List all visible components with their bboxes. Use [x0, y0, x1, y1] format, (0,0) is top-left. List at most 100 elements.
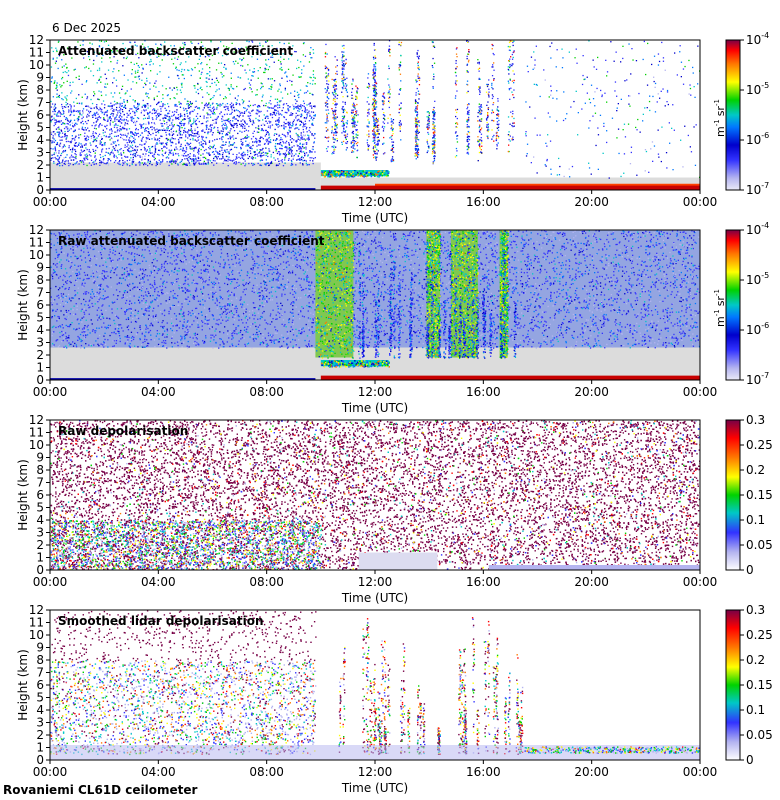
- colorbar-tick-label: 0.1: [746, 513, 765, 527]
- y-tick-label: 6: [36, 488, 44, 502]
- colorbar-tick-label: 0.1: [746, 703, 765, 717]
- colorbar-tick-label: 10-6: [746, 131, 769, 147]
- y-tick-label: 2: [36, 348, 44, 362]
- y-tick-label: 7: [36, 666, 44, 680]
- x-axis-label: Time (UTC): [341, 591, 408, 605]
- heatmap-cells: [50, 610, 700, 760]
- colorbar-tick-label: 10-4: [746, 221, 769, 237]
- x-axis-label: Time (UTC): [341, 401, 408, 415]
- colorbar: 10-4 10-5 10-6 10-7 m-1sr-1: [713, 31, 769, 197]
- x-tick-label: 16:00: [466, 195, 501, 209]
- x-tick-label: 12:00: [358, 385, 393, 399]
- x-tick-label: 00:00: [33, 385, 68, 399]
- y-tick-label: 12: [29, 33, 44, 47]
- panel-title: Raw depolarisation: [58, 424, 188, 438]
- surface-line: [50, 378, 316, 380]
- colorbar-tick-label: 0.25: [746, 438, 773, 452]
- y-tick-label: 0: [36, 563, 44, 577]
- x-tick-label: 00:00: [683, 385, 718, 399]
- y-axis-label: Height (km): [16, 459, 30, 530]
- colorbar-gradient: [725, 229, 741, 381]
- colorbar-unit: m-1sr-1: [713, 99, 727, 137]
- y-tick-label: 8: [36, 463, 44, 477]
- y-tick-label: 7: [36, 286, 44, 300]
- y-tick-label: 9: [36, 451, 44, 465]
- y-tick-label: 5: [36, 501, 44, 515]
- y-tick-label: 11: [29, 426, 44, 440]
- colorbar-gradient: [725, 39, 741, 191]
- y-tick-label: 12: [29, 223, 44, 237]
- y-tick-label: 4: [36, 513, 44, 527]
- boundary-layer: [50, 745, 700, 760]
- colorbar-gradient: [725, 609, 741, 761]
- y-tick-label: 5: [36, 311, 44, 325]
- noise-field: [50, 230, 700, 348]
- y-tick-label: 6: [36, 678, 44, 692]
- colorbar-tick-label: 0: [746, 753, 754, 767]
- x-tick-label: 08:00: [249, 195, 284, 209]
- x-tick-label: 00:00: [33, 575, 68, 589]
- y-tick-label: 6: [36, 298, 44, 312]
- colorbar-tick-label: 0.2: [746, 653, 765, 667]
- surface-line: [320, 185, 700, 190]
- colorbar-tick-label: 10-7: [746, 181, 769, 197]
- y-tick-label: 0: [36, 373, 44, 387]
- y-tick-label: 8: [36, 83, 44, 97]
- y-tick-label: 1: [36, 551, 44, 565]
- x-tick-label: 12:00: [358, 575, 393, 589]
- y-tick-label: 9: [36, 261, 44, 275]
- y-tick-label: 10: [29, 248, 44, 262]
- y-tick-label: 9: [36, 71, 44, 85]
- y-tick-label: 2: [36, 728, 44, 742]
- heatmap-cells: [50, 230, 700, 380]
- chart-panel-1: Attenuated backscatter coefficient012345…: [16, 31, 769, 225]
- x-tick-label: 04:00: [141, 575, 176, 589]
- y-tick-label: 12: [29, 603, 44, 617]
- cloud-region: [358, 552, 438, 570]
- y-tick-label: 4: [36, 133, 44, 147]
- y-tick-label: 4: [36, 323, 44, 337]
- x-tick-label: 16:00: [466, 385, 501, 399]
- colorbar-unit: m-1sr-1: [713, 289, 727, 327]
- colorbar-tick-label: 0.25: [746, 628, 773, 642]
- heatmap-cells: [50, 40, 700, 190]
- y-tick-label: 10: [29, 628, 44, 642]
- y-tick-label: 9: [36, 641, 44, 655]
- low-signal-region: [50, 162, 321, 190]
- x-tick-label: 20:00: [574, 385, 609, 399]
- panel-title: Attenuated backscatter coefficient: [58, 44, 293, 58]
- chart-panel-4: Smoothed lidar depolarisation01234567891…: [16, 603, 773, 795]
- x-tick-label: 08:00: [249, 765, 284, 779]
- y-tick-label: 10: [29, 438, 44, 452]
- y-tick-label: 2: [36, 538, 44, 552]
- colorbar: 0.3 0.25 0.2 0.15 0.1 0.05 0: [725, 603, 773, 767]
- colorbar-tick-label: 0.05: [746, 538, 773, 552]
- x-axis-label: Time (UTC): [341, 211, 408, 225]
- surface-layer: [488, 565, 700, 570]
- x-tick-label: 20:00: [574, 575, 609, 589]
- y-tick-label: 3: [36, 146, 44, 160]
- chart-panel-2: Raw attenuated backscatter coefficient 0 1…: [16, 221, 769, 415]
- y-axis-label: Height (km): [16, 649, 30, 720]
- y-tick-label: 3: [36, 526, 44, 540]
- colorbar-tick-label: 0.05: [746, 728, 773, 742]
- colorbar-tick-label: 0.15: [746, 488, 773, 502]
- surface-line: [50, 188, 316, 190]
- y-tick-label: 6: [36, 108, 44, 122]
- x-tick-label: 04:00: [141, 385, 176, 399]
- y-tick-label: 11: [29, 46, 44, 60]
- x-tick-label: 00:00: [683, 195, 718, 209]
- surface-line: [320, 375, 700, 380]
- y-tick-label: 11: [29, 616, 44, 630]
- x-tick-label: 12:00: [358, 765, 393, 779]
- y-tick-label: 8: [36, 273, 44, 287]
- y-tick-label: 1: [36, 741, 44, 755]
- panel-title: Raw attenuated backscatter coefficient: [58, 234, 325, 248]
- y-tick-label: 2: [36, 158, 44, 172]
- colorbar-tick-label: 0.2: [746, 463, 765, 477]
- feature-low-cloud: [320, 170, 389, 177]
- colorbar: 0.3 0.25 0.2 0.15 0.1 0.05 0: [725, 413, 773, 577]
- y-tick-label: 10: [29, 58, 44, 72]
- heatmap-cells: [50, 420, 700, 570]
- colorbar-tick-label: 0.3: [746, 413, 765, 427]
